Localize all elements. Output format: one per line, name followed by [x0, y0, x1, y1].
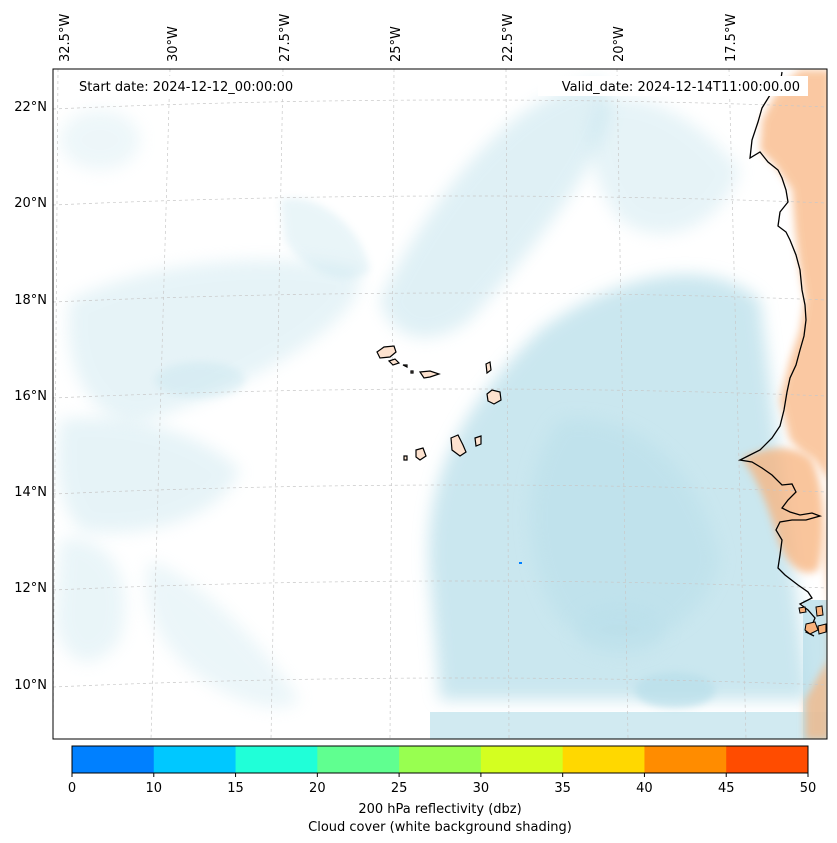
- colorbar-tick-label: 20: [309, 781, 326, 796]
- colorbar: 0 10 15 20 25 30 35 40 45 50 200 hPa reflectivity…: [68, 745, 816, 835]
- colorbar-segment: [153, 746, 237, 773]
- reflectivity-echo: [519, 562, 522, 564]
- cape-verde-islands: [376, 345, 502, 461]
- colorbar-tick-label: 45: [718, 781, 735, 796]
- colorbar-label: 200 hPa reflectivity (dbz): [358, 802, 521, 817]
- lat-label-12n: 12°N: [14, 581, 47, 596]
- colorbar-tick-label: 0: [68, 781, 76, 796]
- land-shading: [742, 70, 827, 739]
- lon-label-32-5w: 32.5°W: [58, 14, 73, 62]
- colorbar-segment: [562, 746, 645, 773]
- colorbar-segment: [480, 746, 564, 773]
- lat-label-10n: 10°N: [14, 678, 47, 693]
- valid-date-label: Valid_date: 2024-12-14T11:00:00.00: [562, 80, 800, 95]
- colorbar-ticks: 0 10 15 20 25 30 35 40 45 50: [68, 773, 816, 796]
- lat-label-22n: 22°N: [14, 100, 47, 115]
- coastal-islands: [798, 605, 827, 635]
- colorbar-frame: [71, 745, 809, 774]
- lon-label-25w: 25°W: [389, 26, 404, 62]
- lon-label-17-5w: 17.5°W: [724, 14, 739, 62]
- map-frame: [52, 68, 828, 740]
- colorbar-tick-label: 25: [391, 781, 408, 796]
- colorbar-sublabel: Cloud cover (white background shading): [308, 820, 572, 835]
- colorbar-segments: [72, 746, 809, 773]
- colorbar-tick-label: 50: [800, 781, 817, 796]
- colorbar-tick-label: 10: [146, 781, 163, 796]
- start-date-label: Start date: 2024-12-12_00:00:00: [79, 80, 293, 95]
- colorbar-tick-label: 35: [554, 781, 571, 796]
- colorbar-segment: [644, 746, 727, 773]
- colorbar-segment: [399, 746, 482, 773]
- colorbar-tick-label: 40: [636, 781, 653, 796]
- map-content: [53, 69, 827, 739]
- africa-coastline: [737, 71, 823, 637]
- colorbar-tick-label: 30: [473, 781, 490, 796]
- lat-label-20n: 20°N: [14, 196, 47, 211]
- colorbar-segment: [726, 746, 809, 773]
- lon-label-22-5w: 22.5°W: [501, 14, 516, 62]
- longitude-labels: 32.5°W 30°W 27.5°W 25°W 22.5°W 20°W 17.5…: [58, 14, 739, 62]
- lon-label-20w: 20°W: [612, 26, 627, 62]
- graticule: [53, 69, 827, 739]
- colorbar-tick-label: 15: [227, 781, 244, 796]
- colorbar-segment: [235, 746, 318, 773]
- lon-label-30w: 30°W: [166, 26, 181, 62]
- lon-label-27-5w: 27.5°W: [278, 14, 293, 62]
- lat-label-16n: 16°N: [14, 389, 47, 404]
- colorbar-segment: [72, 746, 155, 773]
- latitude-labels: 22°N 20°N 18°N 16°N 14°N 12°N 10°N: [14, 100, 47, 693]
- lat-label-18n: 18°N: [14, 293, 47, 308]
- valid-date-box: [538, 76, 808, 96]
- lat-label-14n: 14°N: [14, 485, 47, 500]
- colorbar-segment: [317, 746, 400, 773]
- cloud-cover-shading: [55, 80, 827, 739]
- start-date-box: [70, 76, 312, 96]
